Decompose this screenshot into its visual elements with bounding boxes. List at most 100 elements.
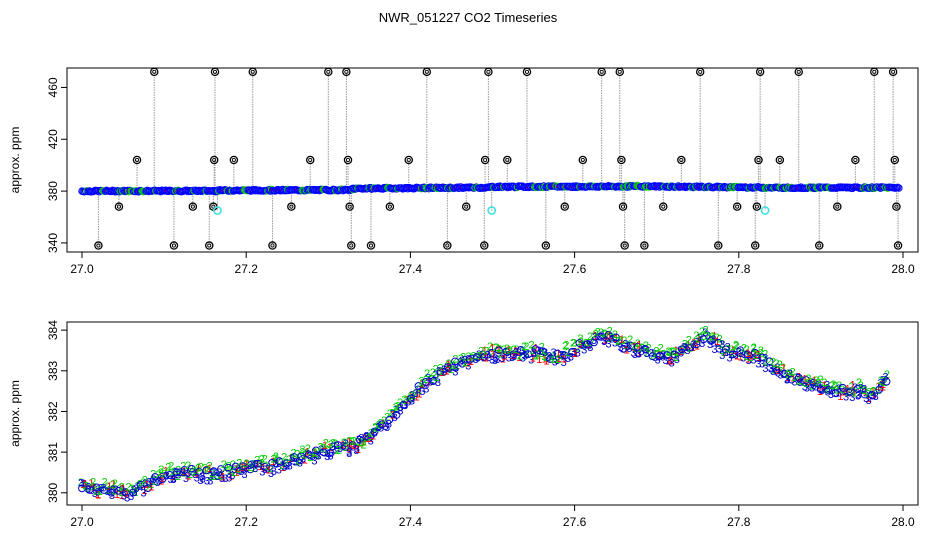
outlier-point-inner	[387, 204, 392, 209]
series-3-circle	[655, 351, 664, 360]
series-3-marker: 3	[792, 377, 798, 389]
series-2-marker: 2	[492, 342, 498, 354]
series-3-circle	[297, 452, 306, 461]
series-3-marker: 3	[476, 349, 482, 361]
series-3-marker: 3	[601, 336, 607, 348]
series-3-marker: 3	[536, 345, 542, 357]
series-3-marker: 3	[575, 348, 581, 360]
series-3-marker: 3	[581, 344, 587, 356]
series-3-circle	[356, 435, 364, 444]
series-3-marker: 3	[663, 355, 669, 367]
series-2-marker: 2	[247, 462, 253, 474]
series-2-marker: 2	[434, 372, 440, 384]
series-3-marker: 3	[131, 485, 137, 497]
series-3-marker: 3	[222, 473, 228, 485]
outlier-point	[714, 241, 723, 250]
series-3-marker: 3	[458, 356, 464, 368]
series-3-marker: 3	[804, 382, 810, 394]
series-3-marker: 3	[768, 363, 774, 375]
series-2-marker: 2	[175, 471, 181, 483]
outlier-point-inner	[289, 204, 294, 209]
series-2-marker: 2	[713, 332, 719, 344]
series-3-marker: 3	[855, 390, 861, 402]
series-3-circle	[495, 346, 503, 355]
series-3-circle	[685, 344, 693, 352]
series-3-marker: 3	[695, 336, 701, 348]
series-1-marker: 1	[446, 362, 452, 374]
series-3-marker: 3	[840, 386, 846, 398]
outlier-point	[754, 155, 763, 165]
series-1-marker: 1	[807, 376, 813, 388]
series-3-marker: 3	[441, 366, 447, 378]
series-3-marker: 3	[78, 477, 84, 489]
series-2-marker: 2	[830, 379, 836, 391]
series-2-marker: 2	[882, 377, 888, 389]
series-3-marker: 3	[631, 347, 637, 359]
series-3-marker: 3	[609, 333, 615, 345]
series-2-marker: 2	[507, 345, 513, 357]
series-3-marker: 3	[784, 374, 790, 386]
flagged-point	[487, 206, 497, 215]
series-3-circle	[107, 488, 116, 497]
series-3-marker: 3	[278, 457, 284, 469]
plot-frame	[66, 67, 919, 253]
x-tick-label: 27.0	[70, 262, 94, 276]
series-2-marker: 2	[373, 423, 379, 435]
series-2-marker: 2	[506, 346, 512, 358]
series-2-marker: 2	[317, 442, 323, 454]
series-3-circle	[707, 336, 715, 345]
series-2-marker: 2	[615, 336, 621, 348]
series-2-marker: 2	[372, 421, 378, 433]
series-2-marker: 2	[496, 344, 502, 356]
series-3-marker: 3	[368, 435, 374, 447]
series-2-marker: 2	[236, 457, 242, 469]
series-2-marker: 2	[204, 464, 210, 476]
series-3-marker: 3	[524, 349, 530, 361]
series-2-marker: 2	[818, 374, 824, 386]
series-3-marker: 3	[494, 354, 500, 366]
series-3-marker: 3	[636, 348, 642, 360]
series-3-circle	[729, 350, 737, 359]
series-3-marker: 3	[253, 458, 259, 470]
series-2-marker: 2	[202, 463, 208, 475]
series-3-marker: 3	[493, 353, 499, 365]
series-2-marker: 2	[454, 360, 460, 372]
series-3-marker: 3	[550, 347, 556, 359]
series-3-marker: 3	[599, 330, 605, 342]
series-3-marker: 3	[146, 477, 152, 489]
series-2-marker: 2	[378, 417, 384, 429]
outlier-point-inner	[896, 243, 901, 248]
series-2-marker: 2	[367, 431, 373, 443]
series-2-marker: 2	[884, 369, 890, 381]
series-2-marker: 2	[403, 395, 409, 407]
series-3-marker: 3	[100, 482, 106, 494]
outlier-point-inner	[524, 69, 530, 74]
series-2-marker: 2	[805, 373, 811, 385]
series-3-marker: 3	[413, 388, 419, 400]
series-2-marker: 2	[785, 368, 791, 380]
outlier-point	[422, 67, 432, 77]
series-3-marker: 3	[189, 467, 195, 479]
series-2-marker: 2	[395, 400, 401, 412]
series-2-marker: 2	[251, 458, 257, 470]
series-3-marker: 3	[552, 356, 558, 368]
series-2-marker: 2	[762, 357, 768, 369]
outlier-point	[659, 202, 668, 211]
series-1-marker: 1	[468, 356, 474, 368]
series-3-circle	[319, 448, 328, 456]
series-1-marker: 1	[533, 342, 539, 354]
series-3-marker: 3	[95, 487, 101, 499]
series-2-marker: 2	[535, 350, 541, 362]
series-3-circle	[180, 466, 189, 474]
outlier-point	[851, 155, 860, 165]
series-3-marker: 3	[146, 478, 152, 490]
series-3-circle	[802, 376, 811, 384]
series-1-marker: 1	[465, 357, 471, 369]
series-2-marker: 2	[236, 464, 242, 476]
series-3-marker: 3	[719, 339, 725, 351]
series-1-marker: 1	[346, 443, 352, 455]
series-2-marker: 2	[741, 342, 747, 354]
series-2-marker: 2	[762, 348, 768, 360]
series-2-marker: 2	[758, 345, 764, 357]
